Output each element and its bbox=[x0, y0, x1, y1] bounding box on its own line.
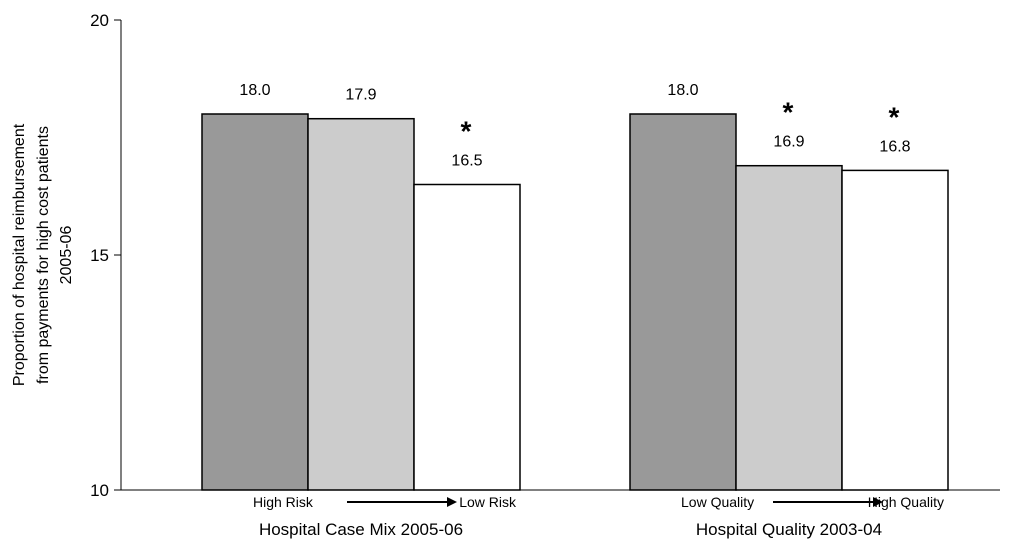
range-end-label: Low Risk bbox=[459, 494, 517, 510]
y-axis-title-line: from payments for high cost patients bbox=[35, 126, 52, 384]
group-label: Hospital Quality 2003-04 bbox=[696, 520, 882, 539]
range-arrow-head bbox=[447, 497, 457, 507]
range-end-label: High Quality bbox=[868, 494, 944, 510]
y-tick-label: 20 bbox=[90, 11, 109, 30]
bar-value-label: 18.0 bbox=[239, 82, 270, 99]
y-axis-title-line: Proportion of hospital reimbursement bbox=[11, 123, 28, 386]
significance-marker: * bbox=[889, 101, 900, 132]
significance-marker: * bbox=[783, 97, 794, 128]
group-label: Hospital Case Mix 2005-06 bbox=[259, 520, 463, 539]
range-arrow-head bbox=[873, 497, 883, 507]
y-axis-title-line: 2005-06 bbox=[58, 226, 75, 285]
bar bbox=[413, 183, 521, 491]
bar bbox=[841, 169, 949, 491]
y-axis-label: Proportion of hospital reimbursement from… bbox=[11, 123, 75, 386]
bar bbox=[629, 113, 737, 491]
significance-marker: * bbox=[461, 116, 472, 147]
bar bbox=[735, 164, 843, 491]
range-arrow-icon bbox=[347, 497, 457, 507]
bar-value-label: 18.0 bbox=[667, 82, 698, 99]
range-start-label: High Risk bbox=[253, 494, 314, 510]
x-axis-categories: High Risk Low Risk Hospital Case Mix 2005-… bbox=[253, 494, 944, 539]
bar-value-label: 16.8 bbox=[879, 138, 910, 155]
range-arrow-icon bbox=[773, 497, 883, 507]
y-tick-label: 15 bbox=[90, 246, 109, 265]
data-labels: 18.0 17.9 16.5 * 18.0 16.9 * 16.8 * bbox=[239, 82, 910, 170]
y-tick-label: 10 bbox=[90, 481, 109, 500]
bar bbox=[201, 113, 309, 491]
bar-value-label: 16.9 bbox=[773, 134, 804, 151]
bars bbox=[201, 113, 949, 491]
range-start-label: Low Quality bbox=[681, 494, 754, 510]
bar bbox=[307, 117, 415, 491]
bar-value-label: 16.5 bbox=[451, 153, 482, 170]
bar-value-label: 17.9 bbox=[345, 87, 376, 104]
